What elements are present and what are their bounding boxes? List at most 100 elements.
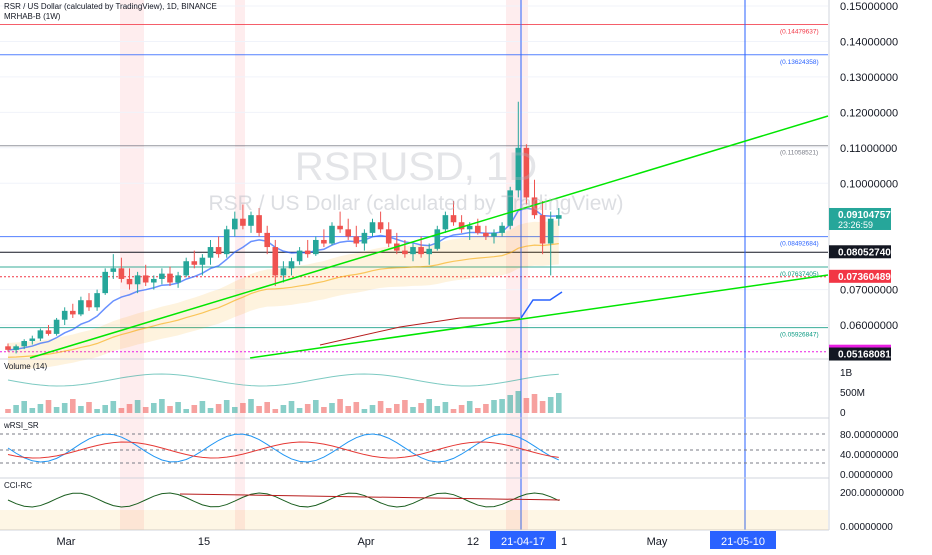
- time-tick-label: 1: [561, 536, 567, 548]
- volume-bar: [21, 401, 27, 413]
- volume-bar: [385, 408, 392, 413]
- candle-body: [507, 190, 513, 226]
- volume-bar: [61, 403, 68, 413]
- candle-body: [523, 147, 530, 198]
- wrsi-signal: [7, 441, 559, 459]
- candle-body: [475, 225, 481, 233]
- volume-bar: [556, 393, 562, 413]
- projection-line: [520, 291, 563, 319]
- volume-tick-label: 500M: [840, 388, 865, 399]
- time-tick-label: 12: [467, 536, 479, 548]
- candle-body: [450, 215, 457, 223]
- volume-bar: [499, 399, 505, 413]
- candle-body: [126, 278, 133, 285]
- time-badge: [490, 531, 556, 549]
- candle-body: [288, 261, 295, 269]
- volume-bar: [45, 400, 52, 413]
- volume-bar: [134, 400, 141, 413]
- volume-bar: [37, 404, 44, 413]
- volume-bar: [296, 408, 303, 413]
- candle-body: [110, 268, 117, 272]
- volume-bar: [539, 401, 546, 413]
- level-label: (0.11058521): [780, 150, 818, 157]
- candle-body: [151, 278, 157, 283]
- candle-body: [240, 218, 246, 226]
- volume-tick-label: 0: [840, 408, 846, 419]
- volume-bar: [102, 405, 108, 413]
- time-tick-label: Mar: [57, 536, 76, 548]
- candle-body: [94, 293, 100, 308]
- volume-bar: [256, 406, 262, 413]
- candle-body: [215, 247, 222, 255]
- candle-body: [385, 229, 392, 244]
- level-label: (0.07637405): [780, 271, 819, 278]
- candle-body: [418, 247, 424, 255]
- price-tick-label: 0.10000000: [840, 178, 898, 190]
- volume-bar: [94, 409, 100, 413]
- candle-body: [556, 215, 562, 219]
- candle-body: [5, 346, 11, 350]
- volume-bar: [175, 402, 181, 413]
- volume-bar: [126, 404, 133, 413]
- price-tick-label: 0.14000000: [840, 36, 898, 48]
- candle-body: [142, 275, 149, 283]
- candle-body: [531, 197, 538, 216]
- volume-bar: [458, 405, 465, 413]
- time-tick-label: Apr: [357, 536, 374, 548]
- volume-bar: [29, 408, 36, 413]
- candle-body: [410, 247, 416, 255]
- volume-bar: [531, 394, 538, 413]
- candle-body: [21, 340, 27, 347]
- candle-body: [361, 232, 368, 244]
- watermark-description: RSR / US Dollar (calculated by TradingVi…: [208, 192, 623, 215]
- candle-body: [434, 229, 441, 249]
- volume-bar: [369, 405, 376, 413]
- volume-bar: [118, 408, 125, 413]
- price-badge-label: 0.08052740: [838, 247, 891, 258]
- support-step-line: [319, 317, 520, 346]
- volume-bar: [394, 404, 400, 413]
- volume-bar: [110, 401, 117, 413]
- volume-bar: [507, 395, 513, 413]
- candle-body: [61, 310, 68, 320]
- time-tick-label: 15: [198, 536, 210, 548]
- level-label: (0.13624358): [780, 59, 819, 66]
- time-axis-bg: [0, 531, 932, 550]
- cci-line: [7, 492, 560, 508]
- candle-body: [167, 273, 173, 283]
- volume-bar: [5, 409, 11, 413]
- wrsi-tick-label: 40.00000000: [840, 450, 899, 461]
- price-tick-label: 0.13000000: [840, 72, 898, 84]
- candle-body: [175, 275, 181, 283]
- time-badge-label: 21-04-17: [501, 536, 545, 548]
- candle-body: [296, 250, 303, 262]
- volume-bar: [491, 400, 497, 413]
- volume-bar: [515, 391, 522, 413]
- level-label: (0.05926847): [780, 332, 819, 339]
- candle-body: [232, 218, 238, 230]
- candle-body: [515, 147, 522, 191]
- candle-body: [256, 215, 262, 233]
- volume-pane-label: Volume (14): [4, 362, 47, 371]
- candle-body: [183, 261, 189, 276]
- candle-body: [223, 229, 230, 255]
- candle-body: [321, 239, 327, 244]
- price-tick-label: 0.15000000: [840, 1, 898, 13]
- time-badge-label: 21-05-10: [721, 536, 765, 548]
- watermark-ticker: RSRUSD, 1D: [295, 145, 537, 189]
- candle-body: [547, 218, 554, 244]
- volume-bar: [418, 403, 424, 413]
- candle-body: [329, 225, 335, 244]
- candle-body: [313, 239, 319, 255]
- volume-bar: [86, 402, 92, 413]
- price-badge-countdown: 23:26:59: [838, 220, 873, 230]
- candle-body: [248, 215, 254, 226]
- candle-body: [539, 215, 546, 244]
- wrsi-tick-label: 0.00000000: [840, 470, 893, 481]
- candle-body: [45, 330, 52, 334]
- volume-bar: [288, 401, 295, 413]
- volume-bar: [475, 408, 481, 413]
- price-tick-label: 0.06000000: [840, 320, 898, 332]
